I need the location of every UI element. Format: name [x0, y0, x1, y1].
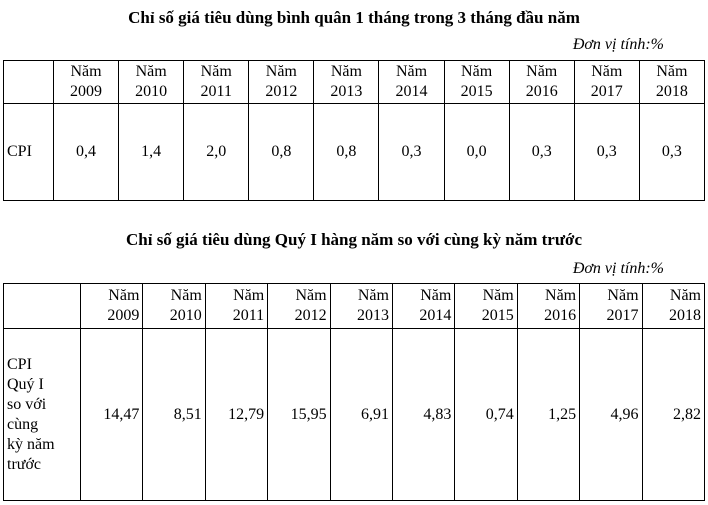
- value-cell: 0,4: [52, 103, 120, 201]
- value-cell: 0,3: [638, 103, 706, 201]
- value-cell: 4,83: [391, 328, 456, 501]
- value-cell: 6,91: [329, 328, 393, 501]
- value-cell: 15,95: [267, 328, 331, 501]
- header-cell: Năm 2015: [443, 60, 510, 104]
- header-cell: Năm 2018: [638, 60, 706, 104]
- header-cell: Năm 2015: [454, 283, 518, 329]
- value-cell: 8,51: [142, 328, 206, 501]
- header-cell: Năm 2010: [142, 283, 206, 329]
- header-cell: Năm 2009: [52, 60, 120, 104]
- table-title: Chỉ số giá tiêu dùng Quý I hàng năm so v…: [125, 230, 582, 249]
- value-cell: 1,4: [118, 103, 185, 201]
- value-cell: 0,8: [248, 103, 315, 201]
- value-cell: 1,25: [516, 328, 581, 501]
- unit-note: Đơn vị tính:%: [572, 36, 664, 53]
- value-cell: 2,82: [641, 328, 706, 501]
- value-cell: 0,8: [313, 103, 380, 201]
- header-row: Năm 2009 Năm 2010 Năm 2011 Năm 2012 Năm 2013…: [3, 283, 706, 329]
- data-row: CPI Quý I so với cùng kỳ năm trước 14,47 8…: [3, 328, 706, 501]
- table: Năm 2009 Năm 2010 Năm 2011 Năm 2012 Năm 2013…: [3, 60, 706, 201]
- header-cell: Năm 2012: [267, 283, 331, 329]
- value-cell: 0,3: [573, 103, 640, 201]
- value-cell: 0,3: [378, 103, 445, 201]
- table-title: Chỉ số giá tiêu dùng bình quân 1 tháng t…: [128, 8, 580, 27]
- header-cell: Năm 2014: [378, 60, 445, 104]
- corner-cell: [3, 283, 81, 329]
- header-cell: Năm 2017: [573, 60, 640, 104]
- header-cell: Năm 2016: [516, 283, 581, 329]
- header-cell: Năm 2016: [508, 60, 575, 104]
- row-label: CPI: [3, 103, 54, 201]
- row-label: CPI Quý I so với cùng kỳ năm trước: [3, 328, 81, 501]
- value-cell: 12,79: [204, 328, 269, 501]
- value-cell: 0,0: [443, 103, 510, 201]
- value-cell: 2,0: [183, 103, 250, 201]
- value-cell: 4,96: [579, 328, 643, 501]
- value-cell: 0,3: [508, 103, 575, 201]
- header-cell: Năm 2012: [248, 60, 315, 104]
- data-row: CPI 0,4 1,4 2,0 0,8 0,8 0,3 0,0 0,3 0,3 0,3: [3, 103, 706, 201]
- value-cell: 0,74: [454, 328, 518, 501]
- header-cell: Năm 2009: [79, 283, 144, 329]
- header-cell: Năm 2011: [183, 60, 250, 104]
- header-cell: Năm 2010: [118, 60, 185, 104]
- header-cell: Năm 2014: [391, 283, 456, 329]
- header-cell: Năm 2013: [329, 283, 393, 329]
- header-cell: Năm 2013: [313, 60, 380, 104]
- unit-note: Đơn vị tính:%: [572, 260, 664, 277]
- table: Năm 2009 Năm 2010 Năm 2011 Năm 2012 Năm 2013…: [3, 283, 706, 501]
- header-cell: Năm 2018: [641, 283, 706, 329]
- header-cell: Năm 2011: [204, 283, 269, 329]
- corner-cell: [3, 60, 54, 104]
- header-cell: Năm 2017: [579, 283, 643, 329]
- value-cell: 14,47: [79, 328, 144, 501]
- header-row: Năm 2009 Năm 2010 Năm 2011 Năm 2012 Năm 2013…: [3, 60, 706, 104]
